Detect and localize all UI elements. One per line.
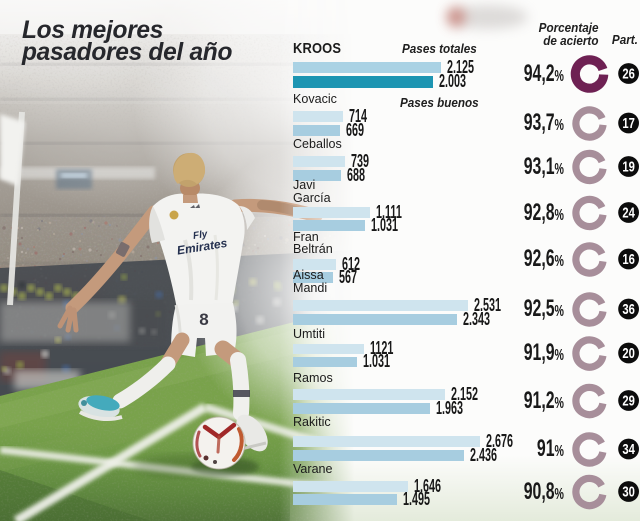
svg-text:17: 17 [622, 116, 635, 132]
svg-text:Fly: Fly [192, 229, 208, 242]
svg-text:26: 26 [622, 67, 635, 83]
svg-text:36: 36 [622, 302, 635, 318]
svg-text:20: 20 [622, 346, 635, 362]
svg-text:16: 16 [622, 252, 635, 268]
svg-text:34: 34 [622, 442, 635, 458]
svg-text:29: 29 [622, 394, 635, 410]
svg-text:30: 30 [622, 485, 635, 501]
svg-text:19: 19 [622, 160, 635, 176]
svg-text:8: 8 [199, 310, 208, 329]
svg-text:24: 24 [622, 206, 635, 222]
